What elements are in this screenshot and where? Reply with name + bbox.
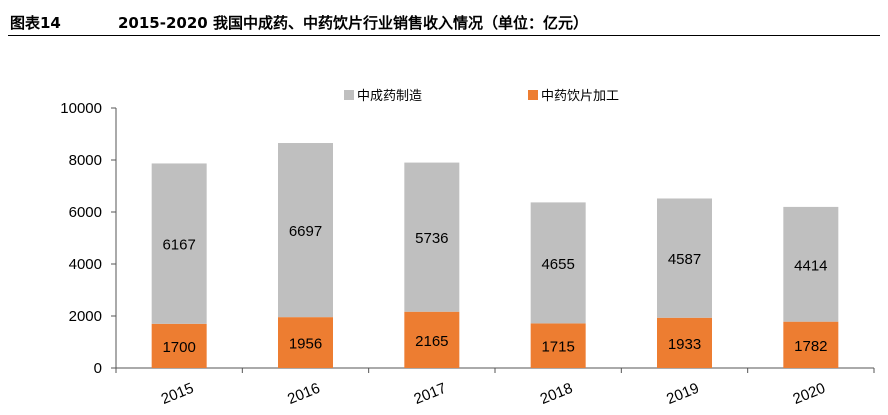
legend-label: 中成药制造 [357, 89, 422, 104]
bar-segment-2018-processing [530, 323, 586, 368]
data-label-2015-processing: 1700 [162, 339, 195, 356]
y-tick-label: 10000 [60, 100, 102, 117]
bar-segment-2015-processing [151, 323, 207, 368]
data-label-2017-manufacturing: 5736 [415, 230, 448, 247]
bar-segment-2017-manufacturing [404, 162, 460, 312]
x-tick-label: 2015 [159, 380, 196, 408]
data-label-2017-processing: 2165 [415, 333, 448, 350]
data-label-2016-manufacturing: 6697 [289, 223, 322, 240]
data-label-2018-manufacturing: 4655 [541, 256, 574, 273]
bar-segment-2019-manufacturing [657, 198, 712, 318]
bar-segment-2020-processing [783, 321, 839, 368]
data-label-2020-processing: 1782 [794, 338, 827, 355]
y-tick-label: 6000 [69, 204, 102, 221]
data-label-2019-manufacturing: 4587 [668, 251, 701, 268]
y-tick-label: 2000 [69, 308, 102, 325]
legend-label: 中药饮片加工 [541, 89, 619, 104]
bar-segment-2016-manufacturing [278, 143, 333, 318]
x-tick-label: 2018 [538, 380, 575, 408]
x-tick-label: 2020 [790, 380, 827, 408]
figure-number: 图表14 [10, 14, 61, 32]
x-tick-label: 2017 [411, 380, 448, 408]
bar-segment-2019-processing [657, 317, 712, 368]
legend-swatch [528, 90, 538, 100]
x-tick-label: 2019 [664, 380, 701, 408]
bar-segment-2018-manufacturing [530, 202, 586, 324]
data-label-2015-manufacturing: 6167 [162, 237, 195, 254]
y-tick-label: 4000 [69, 256, 102, 273]
bar-segment-2016-processing [278, 317, 333, 368]
bar-segment-2017-processing [404, 311, 460, 368]
y-tick-label: 8000 [69, 152, 102, 169]
x-tick-label: 2016 [285, 380, 322, 408]
figure-title: 2015-2020 我国中成药、中药饮片行业销售收入情况（单位：亿元） [118, 14, 588, 32]
data-label-2016-processing: 1956 [289, 336, 322, 353]
data-label-2018-processing: 1715 [541, 339, 574, 356]
data-label-2019-processing: 1933 [668, 336, 701, 353]
bar-segment-2015-manufacturing [151, 163, 207, 324]
legend-swatch [344, 90, 354, 100]
figure-header: 图表14 2015-2020 我国中成药、中药饮片行业销售收入情况（单位：亿元） [8, 6, 880, 36]
y-tick-label: 0 [94, 360, 102, 377]
bar-segment-2020-manufacturing [783, 206, 839, 322]
data-label-2020-manufacturing: 4414 [794, 257, 827, 274]
